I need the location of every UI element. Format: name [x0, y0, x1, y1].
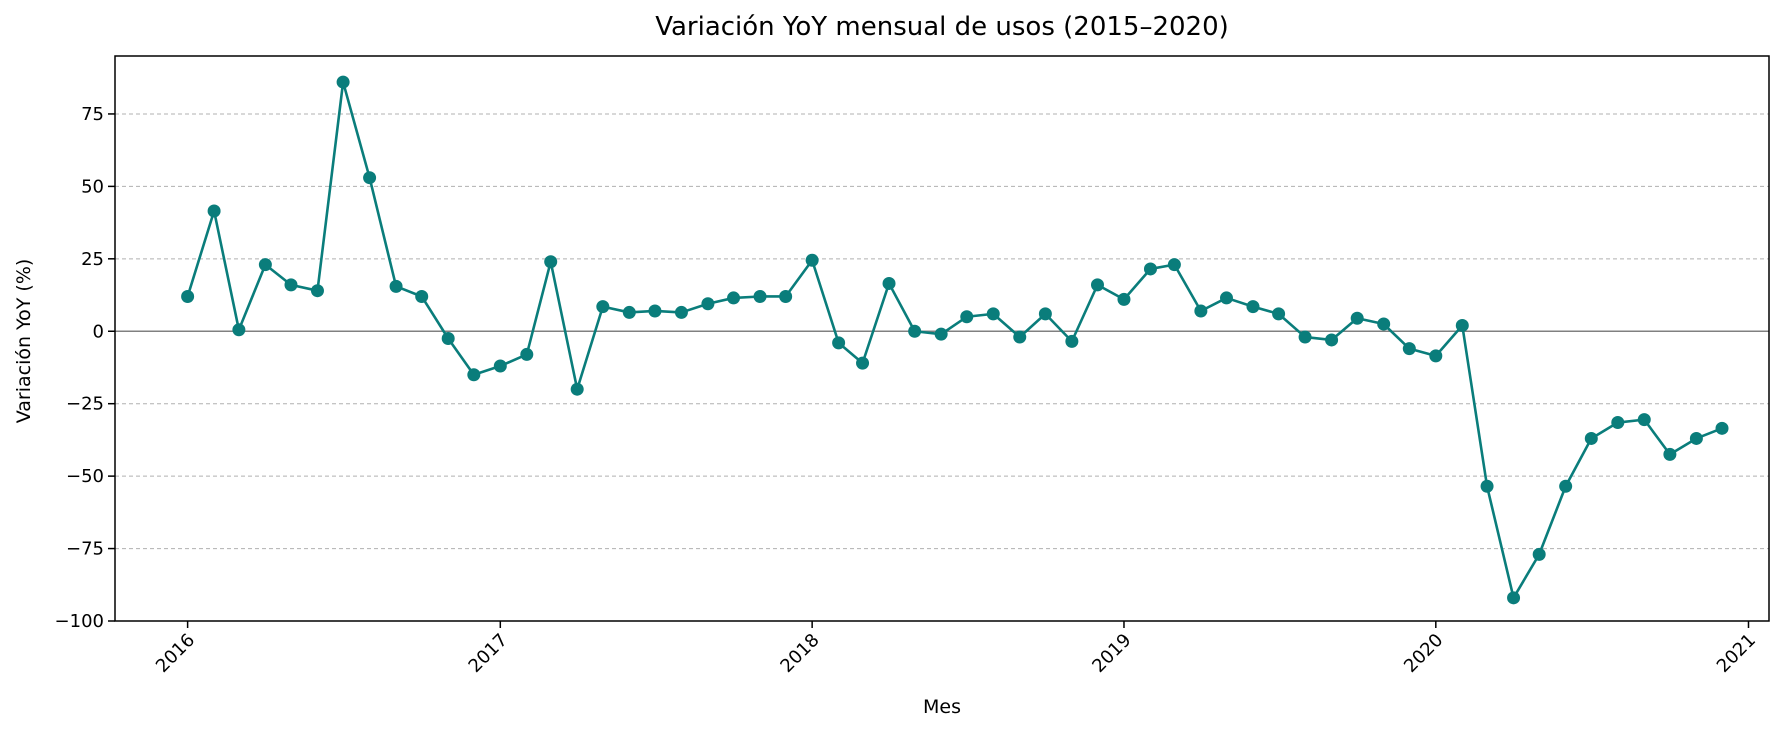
data-point [415, 289, 429, 303]
x-tick-label: 2020 [1400, 630, 1447, 677]
data-point [336, 75, 350, 89]
data-point [1272, 307, 1286, 321]
x-axis: 2016 2017 2018 2019 2020 2021 [152, 621, 1760, 677]
data-point [960, 310, 974, 324]
y-tick-label: 25 [81, 249, 104, 270]
data-point [441, 332, 455, 345]
data-point [493, 359, 507, 373]
y-tick-label: −25 [66, 394, 104, 415]
data-point [1246, 300, 1260, 314]
data-point [1298, 330, 1312, 344]
data-point [908, 324, 922, 338]
y-tick-label: 0 [93, 321, 104, 342]
data-point [1663, 447, 1677, 461]
y-tick-label: −50 [66, 466, 104, 487]
data-point [258, 258, 272, 272]
data-point [467, 368, 481, 382]
data-point [1377, 317, 1391, 331]
data-point [1143, 262, 1157, 276]
data-point [232, 323, 246, 337]
x-tick-label: 2017 [465, 630, 512, 677]
data-point [570, 382, 584, 396]
data-point [1455, 318, 1469, 332]
data-point [1715, 421, 1729, 435]
data-point [181, 289, 195, 303]
data-point [1117, 292, 1131, 306]
data-point [389, 279, 403, 293]
y-tick-label: −100 [55, 611, 104, 632]
data-point [596, 300, 610, 314]
data-point [1194, 304, 1208, 318]
data-point [1013, 330, 1027, 344]
data-point [310, 284, 324, 298]
x-tick-label: 2019 [1088, 630, 1135, 677]
data-point [934, 327, 948, 341]
data-point [753, 289, 767, 303]
data-point [1219, 291, 1233, 305]
y-axis: −100 −75 −50 −25 0 25 50 75 [55, 104, 115, 632]
data-point [1532, 547, 1546, 561]
data-point [207, 204, 221, 218]
data-points [181, 75, 1729, 605]
series-polyline [186, 80, 1723, 600]
data-point [1325, 333, 1339, 347]
data-point [520, 347, 534, 361]
data-point [986, 307, 1000, 321]
y-tick-label: −75 [66, 539, 104, 560]
data-point [284, 278, 298, 292]
chart-title: Variación YoY mensual de usos (2015–2020… [655, 12, 1229, 42]
y-tick-label: 50 [81, 176, 104, 197]
data-point [805, 253, 819, 267]
data-point [1480, 479, 1494, 493]
y-tick-label: 75 [81, 104, 104, 125]
plot-frame [114, 55, 1770, 622]
data-point [1402, 342, 1416, 356]
data-point [1167, 258, 1181, 272]
x-axis-label: Mes [923, 696, 961, 718]
data-point [648, 304, 662, 318]
data-point [1507, 591, 1521, 605]
y-axis-label: Variación YoY (%) [13, 259, 35, 424]
data-point [1637, 413, 1651, 427]
data-point [1429, 349, 1443, 363]
data-point [1090, 278, 1104, 292]
data-point [701, 297, 715, 311]
data-point [1065, 334, 1079, 348]
data-point [832, 336, 846, 350]
data-point [1689, 431, 1703, 445]
x-tick-label: 2021 [1713, 630, 1760, 677]
data-point [544, 255, 558, 269]
series-line [186, 80, 1723, 600]
data-point [363, 171, 377, 185]
data-point [622, 305, 636, 319]
x-tick-label: 2016 [152, 630, 199, 677]
data-point [674, 305, 688, 319]
data-point [1350, 311, 1364, 325]
data-point [779, 289, 793, 303]
data-point [856, 356, 870, 370]
x-tick-label: 2018 [776, 630, 823, 677]
data-point [1611, 416, 1625, 430]
data-point [882, 276, 896, 290]
data-point [1559, 479, 1573, 493]
data-point [727, 291, 741, 305]
data-point [1584, 431, 1598, 445]
data-point [1038, 307, 1052, 321]
